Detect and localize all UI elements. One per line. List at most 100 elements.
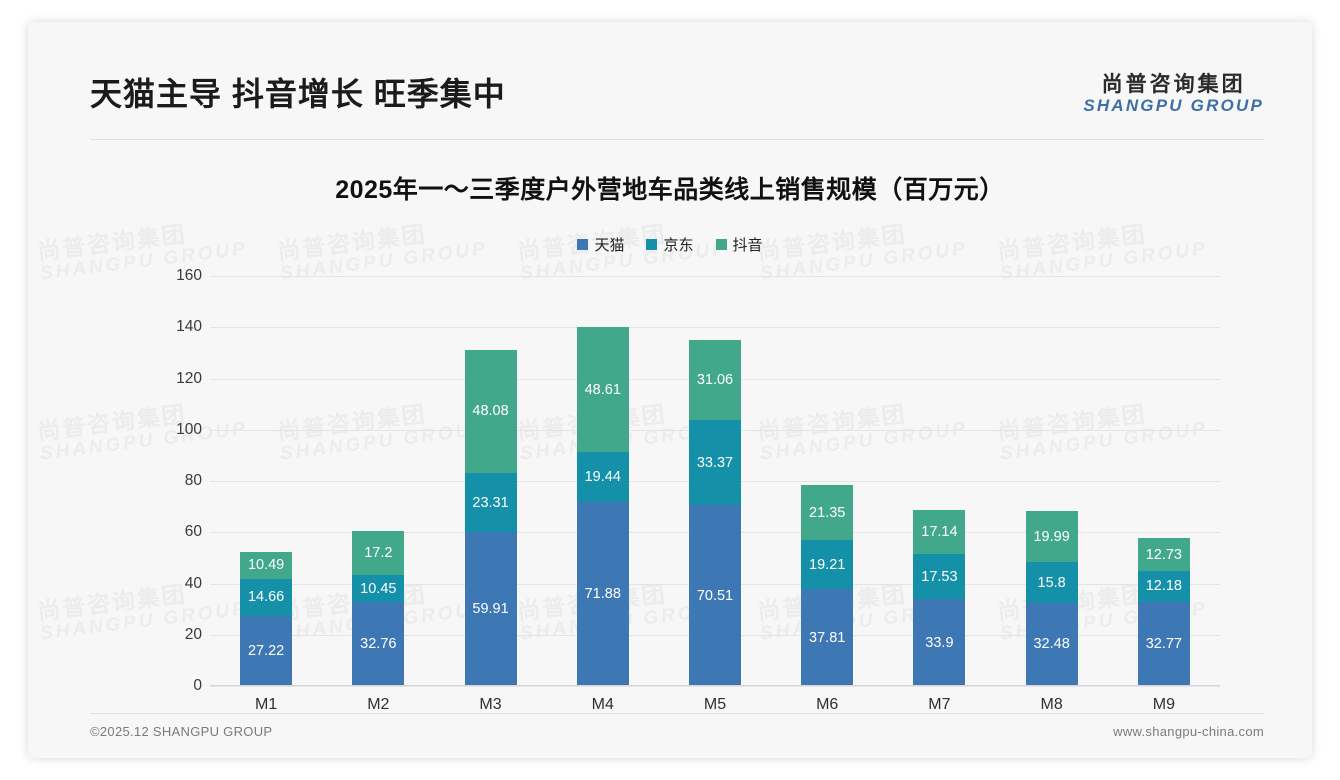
bar-value-label: 19.99 [1033, 528, 1070, 545]
bar-segment-抖音[interactable]: 19.99 [1025, 511, 1078, 563]
legend-label: 京东 [663, 237, 694, 254]
y-axis-tick-label: 140 [176, 318, 202, 336]
legend-swatch-icon [577, 239, 589, 250]
gridline [210, 686, 1220, 687]
page-title: 天猫主导 抖音增长 旺季集中 [90, 76, 506, 112]
header-divider [90, 139, 1264, 140]
bar-segment-天猫[interactable]: 33.9 [913, 599, 966, 686]
bar-group-M8[interactable]: 19.99 15.8 32.48 [1025, 276, 1078, 686]
bar-value-label: 32.77 [1145, 636, 1182, 653]
x-axis-line [210, 685, 1220, 686]
bar-value-label: 32.76 [360, 636, 397, 653]
bar-value-label: 32.48 [1033, 636, 1070, 653]
bar-segment-京东[interactable]: 12.18 [1137, 570, 1190, 603]
bar-group-M5[interactable]: 31.06 33.37 70.51 [688, 276, 741, 686]
bar-value-label: 48.61 [584, 381, 621, 398]
y-axis-tick-label: 120 [176, 369, 202, 387]
y-axis-tick-label: 100 [176, 420, 202, 438]
bar-group-M1[interactable]: 10.49 14.66 27.22 [240, 276, 293, 686]
bar-segment-京东[interactable]: 19.21 [801, 539, 854, 590]
bar-segment-京东[interactable]: 17.53 [913, 554, 966, 600]
x-axis-tick-label: M2 [367, 696, 390, 713]
bar-group-M9[interactable]: 12.73 12.18 32.77 [1137, 276, 1190, 686]
bar-segment-抖音[interactable]: 17.14 [913, 510, 966, 555]
legend-item-京东[interactable]: 京东 [646, 234, 694, 255]
logo-text-en: SHANGPU GROUP [1083, 96, 1264, 116]
company-logo: 尚普咨询集团 SHANGPU GROUP [1083, 73, 1264, 116]
x-axis-tick-label: M1 [254, 696, 278, 713]
x-axis-tick-label: M8 [1040, 696, 1063, 713]
legend-label: 天猫 [594, 237, 625, 254]
bar-segment-天猫[interactable]: 32.76 [352, 602, 405, 686]
bar-segment-抖音[interactable]: 48.61 [576, 327, 629, 452]
bar-value-label: 33.37 [696, 454, 734, 471]
chart-legend: 天猫 京东 抖音 [28, 234, 1312, 255]
bar-group-M3[interactable]: 48.08 23.31 59.91 [464, 276, 517, 686]
bar-segment-抖音[interactable]: 12.73 [1137, 538, 1190, 571]
x-axis-labels: M1 M2 M3 M4 M5 M6 M7 M8 M9 [210, 696, 1220, 714]
bar-value-label: 17.53 [921, 568, 958, 585]
y-axis-tick-label: 20 [184, 625, 202, 643]
bar-segment-天猫[interactable]: 71.88 [576, 501, 629, 686]
x-axis-tick-label: M3 [479, 696, 502, 713]
bar-segment-京东[interactable]: 33.37 [688, 419, 741, 506]
bar-group-M7[interactable]: 17.14 17.53 33.9 [913, 276, 966, 686]
bar-value-label: 12.73 [1145, 546, 1182, 563]
bar-value-label: 70.51 [696, 587, 734, 604]
bar-segment-京东[interactable]: 10.45 [352, 575, 405, 603]
footer-website: www.shangpu-china.com [1113, 724, 1264, 739]
footer-divider [90, 713, 1264, 714]
bar-value-label: 19.44 [584, 468, 621, 485]
legend-swatch-icon [715, 239, 727, 250]
legend-swatch-icon [646, 239, 658, 250]
bar-group-M2[interactable]: 17.2 10.45 32.76 [352, 276, 405, 686]
bar-segment-天猫[interactable]: 27.22 [240, 616, 293, 686]
bar-segment-抖音[interactable]: 17.2 [352, 531, 405, 576]
bar-segment-天猫[interactable]: 32.77 [1137, 602, 1190, 686]
bar-value-label: 14.66 [247, 589, 285, 606]
bar-value-label: 27.22 [247, 643, 285, 660]
legend-item-抖音[interactable]: 抖音 [715, 234, 763, 255]
bar-value-label: 17.2 [364, 545, 393, 562]
slide-header: 天猫主导 抖音增长 旺季集中 尚普咨询集团 SHANGPU GROUP [28, 22, 1312, 140]
bar-value-label: 15.8 [1037, 574, 1066, 591]
bar-value-label: 37.81 [809, 629, 846, 646]
bar-segment-天猫[interactable]: 59.91 [464, 532, 517, 686]
bar-series-container: 10.49 14.66 27.22 17.2 10.45 32.76 48.08 23.31 5… [210, 276, 1220, 686]
bar-group-M4[interactable]: 48.61 19.44 71.88 [576, 276, 629, 686]
plot-area: 10.49 14.66 27.22 17.2 10.45 32.76 48.08 23.31 5… [210, 276, 1220, 686]
bar-group-M6[interactable]: 21.35 19.21 37.81 [801, 276, 854, 686]
bar-segment-天猫[interactable]: 37.81 [801, 589, 854, 686]
y-axis-tick-label: 40 [184, 574, 202, 592]
bar-segment-抖音[interactable]: 10.49 [240, 551, 293, 579]
bar-segment-京东[interactable]: 19.44 [576, 452, 629, 502]
y-axis-tick-label: 80 [184, 472, 202, 489]
legend-label: 抖音 [732, 237, 763, 254]
bar-value-label: 10.49 [247, 557, 285, 574]
y-axis-tick-label: 160 [176, 267, 202, 284]
x-axis-tick-label: M5 [703, 696, 727, 713]
bar-segment-京东[interactable]: 15.8 [1025, 562, 1078, 603]
bar-segment-抖音[interactable]: 48.08 [464, 349, 517, 473]
x-axis-tick-label: M4 [591, 696, 614, 713]
bar-segment-京东[interactable]: 14.66 [240, 578, 293, 617]
x-axis-tick-label: M7 [928, 696, 951, 713]
logo-text-cn: 尚普咨询集团 [1101, 73, 1246, 96]
bar-segment-抖音[interactable]: 31.06 [688, 340, 741, 420]
y-axis-tick-label: 60 [184, 523, 202, 541]
gridline [210, 327, 1220, 329]
bar-segment-天猫[interactable]: 70.51 [688, 505, 741, 686]
bar-segment-抖音[interactable]: 21.35 [801, 485, 854, 540]
legend-item-天猫[interactable]: 天猫 [577, 234, 624, 255]
bar-value-label: 48.08 [472, 403, 509, 420]
y-axis-tick-label: 0 [193, 677, 202, 694]
bar-value-label: 31.06 [696, 372, 734, 389]
bar-value-label: 12.18 [1145, 578, 1182, 595]
x-axis-tick-label: M6 [816, 696, 839, 713]
chart-title: 2025年一～三季度户外营地车品类线上销售规模（百万元） [335, 176, 1005, 204]
bar-value-label: 10.45 [360, 580, 397, 597]
slide: 天猫主导 抖音增长 旺季集中 尚普咨询集团 SHANGPU GROUP 2025… [28, 22, 1312, 758]
bar-segment-天猫[interactable]: 32.48 [1025, 602, 1078, 686]
footer-copyright: ©2025.12 SHANGPU GROUP [90, 724, 273, 739]
bar-segment-京东[interactable]: 23.31 [464, 472, 517, 533]
